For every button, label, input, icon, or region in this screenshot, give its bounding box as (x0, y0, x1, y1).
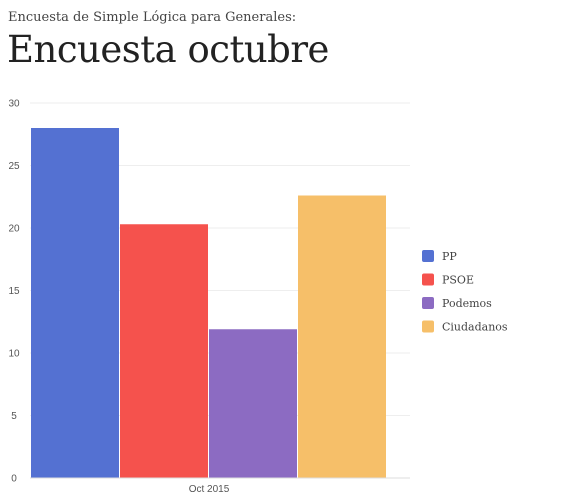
y-tick-label: 15 (8, 286, 20, 297)
legend-swatch (422, 250, 434, 262)
legend-label: PP (442, 250, 457, 263)
legend-swatch (422, 273, 434, 286)
chart-title: Encuesta octubre (7, 28, 329, 71)
bar-pp (31, 128, 119, 478)
bar-podemos (209, 329, 297, 478)
y-axis-ticks: 0 5 10 15 20 25 30 (8, 99, 20, 485)
y-tick-label: 10 (8, 349, 20, 360)
legend-label: PSOE (442, 274, 474, 287)
legend-label: Podemos (442, 297, 492, 310)
legend: PP PSOE Podemos Ciudadanos (422, 250, 508, 334)
y-tick-label: 0 (11, 474, 17, 485)
x-axis-ticks: Oct 2015 (189, 484, 230, 495)
legend-label: Ciudadanos (442, 321, 508, 334)
y-tick-label: 30 (8, 99, 20, 110)
y-tick-label: 5 (11, 411, 17, 422)
y-tick-label: 20 (8, 224, 20, 235)
bar-ciudadanos (298, 195, 386, 478)
bar-psoe (120, 224, 208, 478)
bars (31, 128, 386, 478)
x-tick-label: Oct 2015 (189, 484, 230, 495)
y-tick-label: 25 (8, 161, 20, 172)
legend-swatch (422, 297, 434, 309)
chart-subtitle: Encuesta de Simple Lógica para Generales… (8, 10, 297, 25)
legend-swatch (422, 320, 434, 333)
